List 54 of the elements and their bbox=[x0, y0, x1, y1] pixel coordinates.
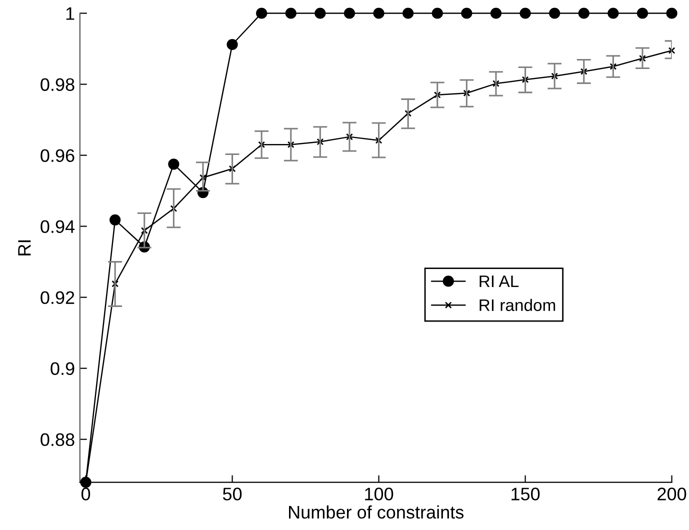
point bbox=[200, 174, 206, 182]
point bbox=[608, 8, 619, 19]
x-tick-label: 0 bbox=[81, 488, 90, 500]
y-tick-label: 0.88 bbox=[40, 433, 74, 446]
point bbox=[639, 54, 646, 62]
point bbox=[404, 110, 412, 117]
point bbox=[551, 72, 558, 80]
point bbox=[549, 8, 560, 19]
point bbox=[461, 8, 472, 19]
point bbox=[522, 76, 529, 84]
point bbox=[112, 280, 119, 288]
point bbox=[168, 158, 180, 170]
x-axis-title: Number of constraints bbox=[289, 505, 464, 519]
point bbox=[434, 91, 441, 98]
y-axis-title: RI bbox=[18, 240, 31, 256]
y-tick-label: 1 bbox=[66, 7, 74, 20]
point bbox=[285, 8, 296, 19]
point bbox=[110, 214, 121, 226]
point bbox=[520, 8, 531, 19]
point bbox=[346, 133, 353, 140]
x-tick-label: 100 bbox=[365, 488, 394, 500]
y-tick-label: 0.96 bbox=[40, 149, 74, 162]
point bbox=[287, 141, 294, 148]
point bbox=[344, 8, 356, 19]
point bbox=[490, 8, 502, 19]
point bbox=[463, 90, 470, 97]
point bbox=[258, 141, 266, 148]
point bbox=[140, 227, 148, 234]
point bbox=[170, 205, 178, 212]
x-tick-label: 150 bbox=[512, 488, 540, 500]
y-tick-label: 0.98 bbox=[40, 78, 74, 91]
point bbox=[373, 8, 384, 19]
point bbox=[316, 138, 324, 146]
point bbox=[578, 8, 590, 19]
legend-label: RI random bbox=[480, 298, 556, 312]
point bbox=[375, 136, 382, 144]
x-tick-label: 200 bbox=[658, 488, 686, 500]
point bbox=[256, 8, 268, 19]
point bbox=[580, 68, 588, 75]
legend-label: RI AL bbox=[480, 276, 519, 288]
point bbox=[636, 8, 648, 19]
point bbox=[432, 8, 443, 19]
y-tick-label: 0.94 bbox=[40, 220, 75, 234]
point bbox=[492, 80, 500, 88]
point bbox=[402, 8, 414, 19]
point bbox=[226, 38, 238, 50]
x-tick-label: 50 bbox=[222, 488, 242, 500]
y-tick-label: 0.9 bbox=[50, 362, 74, 376]
point bbox=[668, 47, 676, 54]
y-tick-label: 0.92 bbox=[40, 291, 74, 304]
point bbox=[666, 8, 678, 19]
point bbox=[314, 8, 326, 19]
point bbox=[610, 63, 617, 70]
point bbox=[228, 165, 236, 172]
